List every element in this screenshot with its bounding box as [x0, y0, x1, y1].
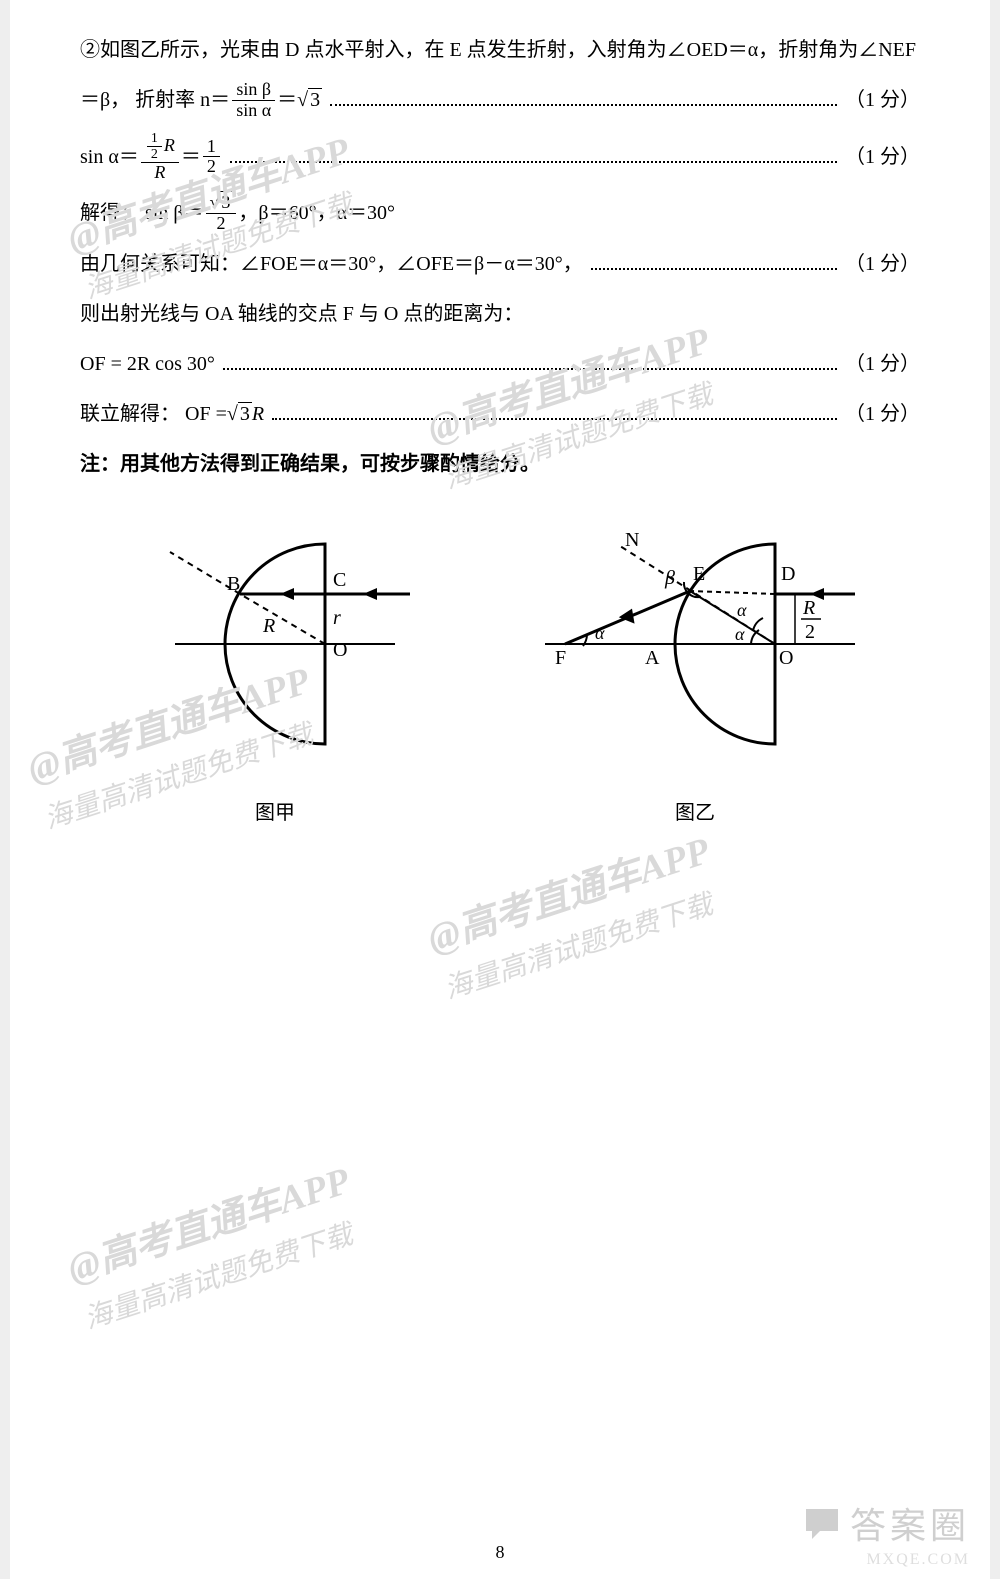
speech-icon: [802, 1503, 842, 1543]
figure-label-yi: 图乙: [525, 796, 865, 825]
text: ＝β， 折射率 n＝: [80, 80, 230, 120]
watermark: @高考直通车APP 海量高清试题免费下载: [62, 1157, 372, 1342]
text-line-of-result: 联立解得： OF = 3R （1 分）: [80, 394, 920, 434]
leader-dots: [223, 358, 837, 370]
label-N: N: [625, 529, 639, 551]
text: ②如图乙所示，光束由 D 点水平射入，在 E 点发生折射，入射角为∠OED＝α，…: [80, 30, 916, 70]
label-R: R: [262, 615, 275, 637]
text: OF = 2R cos 30°: [80, 344, 215, 384]
score: （1 分）: [845, 244, 920, 284]
fraction-1-2b: 1 2: [203, 137, 220, 178]
text-line-intro: ②如图乙所示，光束由 D 点水平射入，在 E 点发生折射，入射角为∠OED＝α，…: [80, 30, 920, 70]
text-line-refractive-index: ＝β， 折射率 n＝ sin β sin α ＝ 3 （1 分）: [80, 80, 920, 121]
label-alpha1: α: [737, 600, 747, 620]
text: sin α＝: [80, 137, 139, 177]
answer-watermark: 答案圈: [802, 1497, 970, 1549]
watermark: @高考直通车APP 海量高清试题免费下载: [422, 827, 732, 1012]
figures-row: B C O R r 图甲: [80, 524, 920, 825]
label-r: r: [333, 607, 341, 629]
text: ＝: [181, 137, 201, 177]
fraction-sqrt3-2: 3 2: [206, 193, 237, 234]
score: （1 分）: [845, 344, 920, 384]
label-C: C: [333, 569, 346, 591]
figure-label-jia: 图甲: [135, 796, 415, 825]
score: （1 分）: [845, 137, 920, 177]
leader-dots: [230, 151, 837, 163]
text-line-geometry: 由几何关系可知：∠FOE＝α＝30°，∠OFE＝β－α＝30°， （1 分）: [80, 244, 920, 284]
text: 联立解得： OF =: [80, 394, 227, 434]
sqrt-3b: 3: [210, 193, 233, 213]
sqrt-3c: 3: [227, 394, 252, 434]
leader-dots: [272, 408, 837, 420]
label-beta: β: [664, 567, 675, 589]
leader-dots: [591, 258, 837, 270]
leader-dots: [330, 94, 837, 106]
diagram-yi: N E D F A O R 2 β α α α: [525, 524, 865, 784]
text-line-of-cos: OF = 2R cos 30° （1 分）: [80, 344, 920, 384]
label-half: 2: [805, 621, 815, 643]
page: ②如图乙所示，光束由 D 点水平射入，在 E 点发生折射，入射角为∠OED＝α，…: [10, 0, 990, 1579]
text: 由几何关系可知：∠FOE＝α＝30°，∠OFE＝β－α＝30°，: [80, 244, 583, 284]
fraction-1-2: 1 2: [147, 131, 162, 163]
mxqe-mark: MXQE.COM: [866, 1551, 970, 1569]
label-alpha3: α: [595, 623, 605, 643]
label-F: F: [555, 647, 566, 669]
figure-yi: N E D F A O R 2 β α α α 图乙: [525, 524, 865, 825]
text: ＝: [277, 80, 297, 120]
score: （1 分）: [845, 394, 920, 434]
text: ，β＝60°，α＝30°: [238, 193, 395, 233]
label-O: O: [779, 647, 793, 669]
text: 则出射光线与 OA 轴线的交点 F 与 O 点的距离为：: [80, 294, 523, 334]
fraction-halfR-over-R: 1 2 R R: [141, 131, 179, 184]
diagram-jia: B C O R r: [135, 524, 415, 784]
page-number: 8: [496, 1542, 505, 1563]
label-R2: R: [802, 597, 815, 619]
text: 注：用其他方法得到正确结果，可按步骤酌情给分。: [80, 444, 540, 484]
label-O: O: [333, 639, 347, 661]
label-B: B: [227, 573, 240, 595]
label-A: A: [645, 647, 660, 669]
label-D: D: [781, 563, 795, 585]
sqrt-3: 3: [297, 80, 322, 120]
text-line-solve: 解得： sin β＝ 3 2 ，β＝60°，α＝30°: [80, 193, 920, 234]
figure-jia: B C O R r 图甲: [135, 524, 415, 825]
fraction-sinbeta-sinalpha: sin β sin α: [232, 80, 275, 121]
text: 解得： sin β＝: [80, 193, 204, 233]
score: （1 分）: [845, 80, 920, 120]
text-line-note: 注：用其他方法得到正确结果，可按步骤酌情给分。: [80, 444, 920, 484]
label-E: E: [693, 563, 705, 585]
text-line-distance: 则出射光线与 OA 轴线的交点 F 与 O 点的距离为：: [80, 294, 920, 334]
text-line-sin-alpha: sin α＝ 1 2 R R ＝ 1 2 （1 分）: [80, 131, 920, 184]
label-alpha2: α: [735, 624, 745, 644]
